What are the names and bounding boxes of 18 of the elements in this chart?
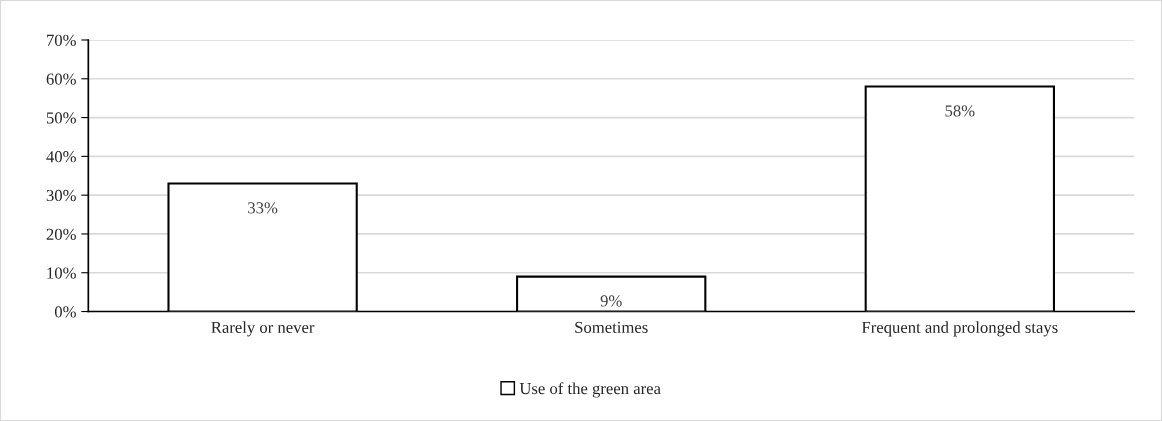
bar: [516, 275, 707, 312]
data-label: 9%: [600, 295, 622, 307]
x-tick-label: Rarely or never: [211, 321, 315, 337]
y-tick-label: 50%: [46, 112, 76, 124]
data-label: 33%: [248, 202, 278, 214]
x-tick-label: Frequent and prolonged stays: [861, 321, 1058, 337]
y-tick-label: 40%: [46, 151, 76, 163]
x-tick-label: Sometimes: [575, 321, 648, 333]
y-tick-label: 10%: [47, 267, 76, 279]
y-tick-label: 30%: [46, 189, 76, 202]
legend-label: Use of the green area: [519, 382, 661, 398]
bar: [864, 85, 1055, 312]
y-tick-label: 0%: [54, 306, 76, 318]
y-tick-label: 60%: [46, 73, 76, 85]
data-label: 58%: [945, 105, 975, 117]
y-tick-label: 20%: [46, 228, 76, 240]
y-tick-label: 70%: [47, 34, 76, 46]
bar: [167, 182, 358, 312]
